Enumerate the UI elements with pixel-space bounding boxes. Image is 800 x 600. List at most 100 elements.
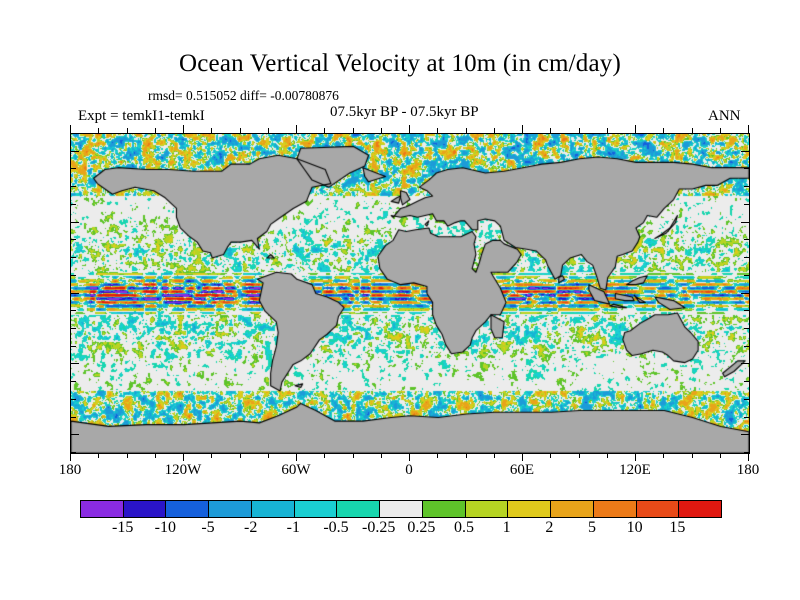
colorbar-tick-label: -10: [154, 519, 176, 536]
x-axis-label: 180: [736, 462, 760, 478]
colorbar-tick-label: 5: [588, 519, 596, 536]
x-axis-tick: [578, 128, 580, 133]
y-axis-tick: [71, 186, 76, 188]
colorbar: [80, 500, 722, 518]
x-axis-tick: [663, 453, 665, 458]
x-axis-tick: [126, 453, 128, 458]
x-axis-tick: [465, 453, 467, 458]
x-axis-tick: [437, 128, 439, 133]
colorbar-tick-label: 2: [545, 519, 554, 536]
x-axis-tick: [296, 453, 297, 461]
x-axis-label: 180: [58, 462, 82, 478]
y-axis-tick: [744, 257, 749, 259]
x-axis-tick: [98, 128, 100, 133]
y-axis-tick: [71, 221, 79, 223]
x-axis-tick: [352, 453, 354, 458]
y-axis-tick: [744, 186, 749, 188]
map-plot-area: [70, 133, 750, 454]
x-axis-tick: [719, 128, 721, 133]
x-axis-tick: [70, 453, 71, 461]
colorbar-swatch: [166, 501, 210, 517]
x-axis-tick: [578, 453, 580, 458]
y-axis-tick: [744, 239, 749, 241]
x-axis-tick: [183, 453, 184, 461]
y-axis-tick: [744, 381, 749, 383]
x-axis-label: 120W: [164, 462, 202, 478]
y-axis-tick: [71, 168, 76, 170]
y-axis-tick: [744, 416, 749, 418]
colorbar-tick-label: -5: [201, 519, 215, 536]
x-axis-tick: [380, 453, 382, 458]
y-axis-tick: [71, 310, 76, 312]
x-axis-label: 0: [405, 462, 413, 478]
x-axis-tick: [719, 453, 721, 458]
colorbar-swatch: [123, 501, 167, 517]
y-axis-tick: [744, 274, 749, 276]
x-axis-tick: [126, 128, 128, 133]
statistics-annotation: rmsd= 0.515052 diff= -0.00780876: [148, 88, 339, 103]
colorbar-swatch: [251, 501, 295, 517]
x-axis-label: 60E: [509, 462, 535, 478]
y-axis-tick: [744, 327, 749, 329]
x-axis-tick: [352, 128, 354, 133]
y-axis-tick: [71, 452, 76, 453]
x-axis-tick: [606, 128, 608, 133]
colorbar-swatch: [508, 501, 552, 517]
x-axis-tick: [239, 128, 241, 133]
x-axis-tick: [691, 453, 693, 458]
colorbar-tick-label: 10: [626, 519, 643, 536]
y-axis-tick: [71, 416, 76, 418]
x-axis-tick: [98, 453, 100, 458]
y-axis-tick: [744, 203, 749, 205]
page-title: Ocean Vertical Velocity at 10m (in cm/da…: [178, 50, 622, 77]
colorbar-tick-label: 15: [669, 519, 686, 536]
y-axis-tick: [744, 168, 749, 170]
colorbar-swatch: [81, 501, 124, 517]
y-axis-tick: [71, 239, 76, 241]
x-axis-tick: [154, 128, 156, 133]
colorbar-tick-label: 0.25: [407, 519, 436, 536]
x-axis-tick: [211, 453, 213, 458]
x-axis-tick: [70, 125, 71, 133]
experiment-annotation: Expt = temkI1-temkI: [78, 108, 205, 124]
x-axis-tick: [239, 453, 241, 458]
colorbar-swatch: [551, 501, 594, 517]
x-axis-tick: [635, 125, 636, 133]
x-axis-tick: [324, 128, 326, 133]
colorbar-swatch: [636, 501, 680, 517]
y-axis-tick: [744, 133, 749, 134]
x-axis-tick: [437, 453, 439, 458]
x-axis-tick: [324, 453, 326, 458]
x-axis-label: 60W: [281, 462, 311, 478]
x-axis-tick: [691, 128, 693, 133]
x-axis-tick: [635, 453, 636, 461]
x-axis-tick: [465, 128, 467, 133]
colorbar-tick-label: -2: [243, 519, 258, 536]
y-axis-tick: [71, 150, 79, 152]
x-axis-tick: [380, 128, 382, 133]
x-axis-tick: [211, 128, 213, 133]
colorbar-tick-label: -1: [286, 519, 300, 536]
y-axis-tick: [71, 292, 79, 294]
x-axis-tick: [493, 128, 495, 133]
colorbar-swatch: [422, 501, 466, 517]
colorbar-tick-label: -0.5: [323, 519, 349, 536]
x-axis-tick: [409, 453, 410, 461]
colorbar-swatch: [209, 501, 252, 517]
x-axis-tick: [748, 125, 749, 133]
y-axis-tick: [744, 310, 749, 312]
colorbar-swatch: [380, 501, 423, 517]
y-axis-tick: [71, 381, 76, 383]
colorbar-tick-label: 1: [502, 519, 511, 536]
colorbar-swatch: [593, 501, 637, 517]
colorbar-swatch: [294, 501, 338, 517]
colorbar-swatch: [465, 501, 509, 517]
y-axis-tick: [71, 434, 79, 436]
y-axis-tick: [741, 221, 749, 223]
season-annotation: ANN: [708, 108, 741, 124]
x-axis-tick: [267, 128, 269, 133]
y-axis-tick: [741, 363, 749, 365]
x-axis-tick: [663, 128, 665, 133]
x-axis-tick: [522, 125, 523, 133]
